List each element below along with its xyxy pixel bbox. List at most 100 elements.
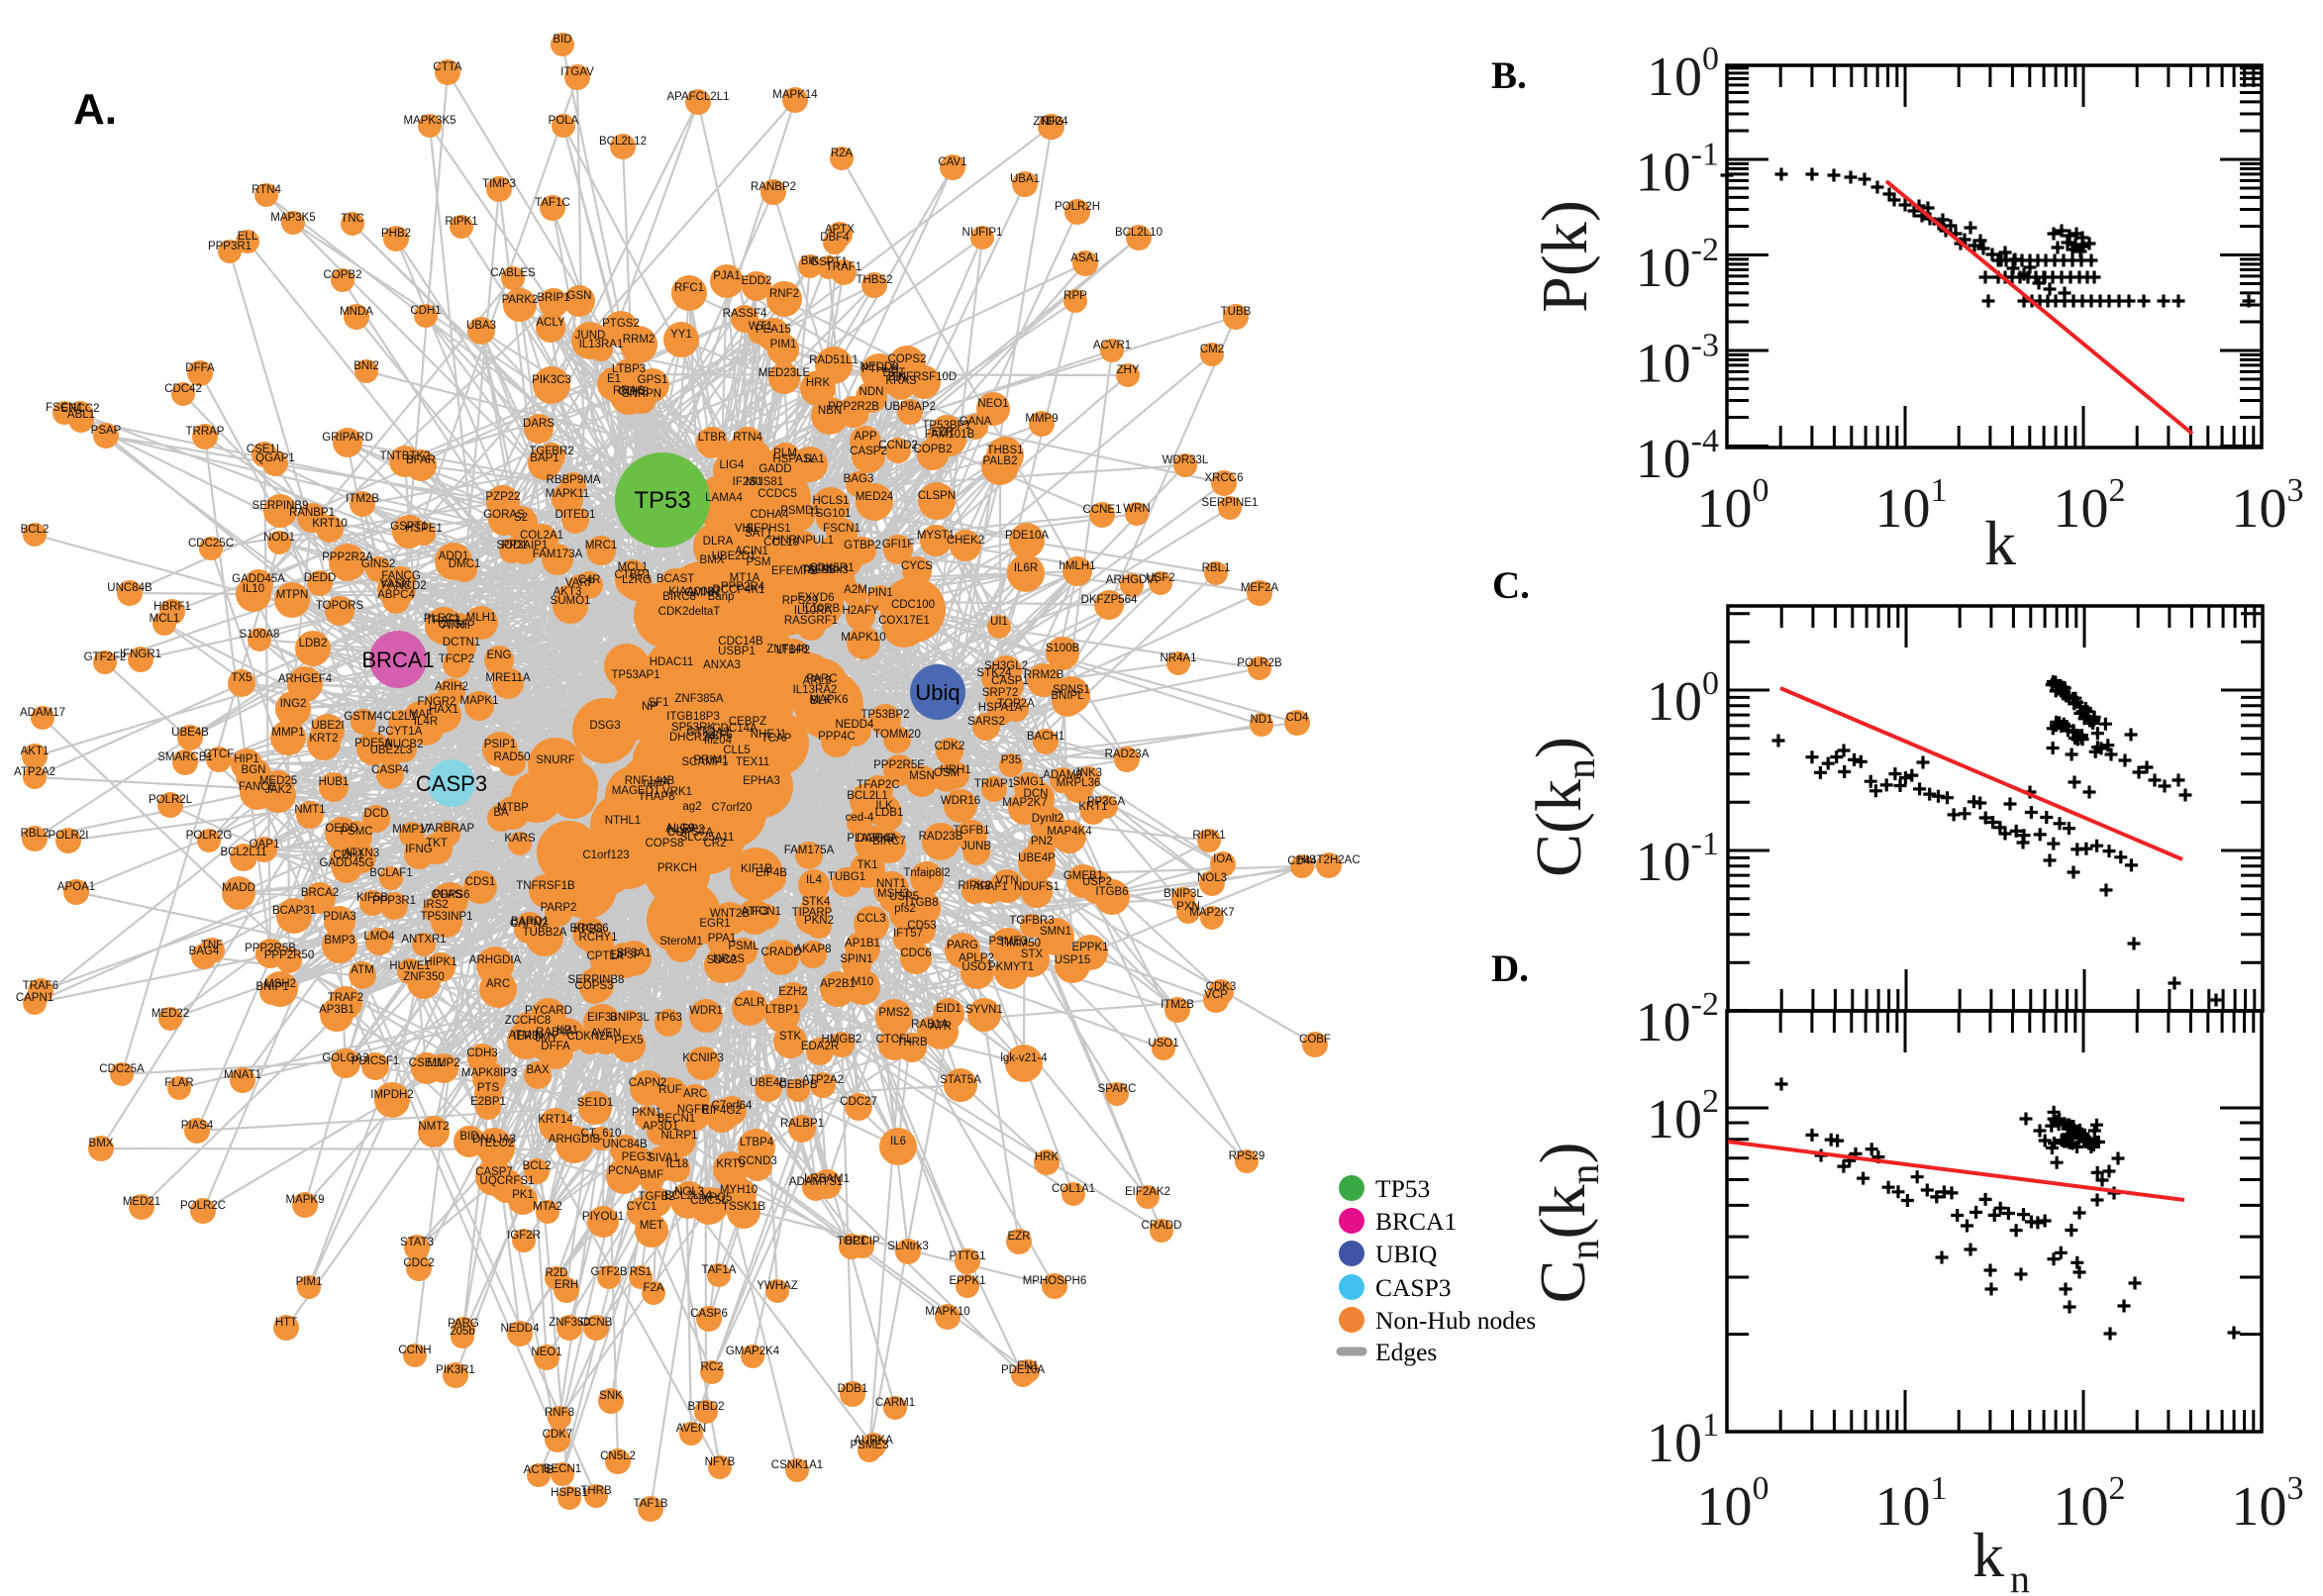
svg-text:JMY: JMY: [536, 1033, 558, 1045]
svg-text:HRH1: HRH1: [940, 764, 970, 776]
svg-text:ATMIN: ATMIN: [509, 1030, 544, 1042]
svg-text:PDE10A: PDE10A: [1001, 1364, 1045, 1376]
svg-text:CCNE1: CCNE1: [1083, 504, 1122, 516]
svg-text:DPT: DPT: [883, 367, 906, 379]
svg-text:BCL2L11: BCL2L11: [220, 847, 266, 858]
svg-text:BCL2L1: BCL2L1: [847, 790, 888, 802]
svg-text:KCNIP3: KCNIP3: [682, 1052, 724, 1064]
svg-text:RANBP1: RANBP1: [289, 507, 335, 519]
svg-text:USP5: USP5: [889, 891, 919, 903]
svg-text:PSME3: PSME3: [851, 1440, 889, 1451]
svg-text:PTS: PTS: [477, 1082, 500, 1094]
svg-text:XPO5: XPO5: [702, 1192, 733, 1204]
svg-text:ZNF385A: ZNF385A: [674, 693, 724, 705]
svg-text:MAPK9: MAPK9: [286, 1194, 325, 1206]
svg-text:BACH1: BACH1: [1027, 731, 1064, 743]
svg-text:PSML: PSML: [728, 941, 759, 952]
svg-text:PARP2: PARP2: [541, 902, 577, 914]
svg-text:IL6: IL6: [890, 1136, 906, 1147]
svg-text:UQCRFS1: UQCRFS1: [480, 1175, 535, 1187]
svg-text:TUBG1: TUBG1: [828, 871, 865, 883]
svg-text:BECN1: BECN1: [657, 1113, 695, 1125]
svg-text:SMN1: SMN1: [1040, 926, 1071, 938]
svg-text:ARC: ARC: [486, 978, 510, 990]
svg-text:MNAT1: MNAT1: [224, 1069, 261, 1081]
svg-text:CRADD: CRADD: [1142, 1220, 1182, 1232]
svg-text:PDE5A: PDE5A: [354, 738, 392, 749]
svg-text:IOA: IOA: [1213, 853, 1233, 865]
svg-text:RPS29: RPS29: [782, 595, 818, 607]
svg-text:COL2A1: COL2A1: [520, 530, 563, 542]
svg-text:CDC6: CDC6: [900, 948, 931, 959]
svg-text:F2A: F2A: [643, 1282, 663, 1294]
svg-text:IF2S1: IF2S1: [733, 476, 763, 488]
svg-text:hMLH1: hMLH1: [1059, 560, 1095, 572]
svg-text:MMP17: MMP17: [392, 824, 432, 836]
svg-text:HAX1: HAX1: [429, 704, 458, 716]
svg-text:BNIPL: BNIPL: [1051, 690, 1084, 702]
svg-text:RBL1: RBL1: [1202, 562, 1231, 574]
svg-text:THRB: THRB: [896, 1037, 928, 1048]
svg-text:ag2: ag2: [682, 801, 701, 813]
svg-text:DSG3: DSG3: [589, 720, 620, 732]
svg-text:SOD1: SOD1: [496, 540, 527, 551]
svg-text:EIF3J: EIF3J: [587, 1012, 617, 1024]
svg-text:ZHY: ZHY: [1117, 364, 1140, 376]
svg-text:PSIP1: PSIP1: [484, 739, 517, 750]
svg-text:IL13RA1: IL13RA1: [579, 339, 624, 350]
svg-text:RASGRF1: RASGRF1: [784, 615, 838, 627]
svg-text:CRADD: CRADD: [761, 947, 802, 958]
svg-text:EPHA3: EPHA3: [743, 775, 780, 787]
svg-text:MADD: MADD: [222, 882, 255, 894]
svg-text:YY1: YY1: [670, 329, 692, 341]
svg-text:PLM: PLM: [773, 448, 797, 459]
svg-text:TAF1B: TAF1B: [634, 1498, 668, 1510]
svg-text:BLK: BLK: [810, 695, 832, 707]
svg-text:TCAP: TCAP: [761, 733, 792, 745]
svg-text:BCL2: BCL2: [523, 1160, 552, 1172]
svg-text:CDC14B: CDC14B: [718, 636, 763, 648]
svg-text:SNRPN: SNRPN: [622, 388, 661, 400]
svg-text:AKT1: AKT1: [21, 746, 50, 757]
svg-text:MAPK8IP3: MAPK8IP3: [461, 1067, 517, 1079]
svg-text:CALR: CALR: [735, 997, 765, 1009]
svg-text:ING2: ING2: [280, 698, 307, 710]
svg-text:NLRP1: NLRP1: [660, 1130, 697, 1142]
svg-text:MCL1: MCL1: [618, 561, 649, 573]
svg-text:BIRC7: BIRC7: [872, 836, 906, 848]
svg-text:DAPK3: DAPK3: [857, 833, 894, 845]
svg-text:RASSF4: RASSF4: [723, 308, 767, 320]
svg-text:ACTB: ACTB: [524, 1464, 555, 1476]
svg-text:ced-4: ced-4: [846, 812, 874, 824]
svg-text:CD53: CD53: [907, 920, 936, 932]
svg-text:LRSAM1: LRSAM1: [804, 1173, 850, 1185]
svg-text:BID: BID: [553, 34, 571, 46]
svg-text:ZCCHC8: ZCCHC8: [505, 1015, 552, 1027]
svg-text:CTGF: CTGF: [438, 619, 468, 631]
svg-text:PEX5: PEX5: [614, 1035, 643, 1047]
svg-text:ACIN1: ACIN1: [735, 546, 768, 557]
svg-text:SLNtrk3: SLNtrk3: [807, 564, 849, 576]
svg-text:ILK: ILK: [875, 800, 893, 812]
svg-text:PLEC1: PLEC1: [424, 613, 459, 625]
svg-text:CT_610: CT_610: [581, 1128, 622, 1140]
svg-text:UBE4B: UBE4B: [171, 727, 209, 739]
svg-text:TNC: TNC: [341, 213, 364, 225]
svg-text:COPS7A: COPS7A: [667, 827, 714, 839]
svg-text:CDC2: CDC2: [403, 1257, 434, 1269]
svg-text:NR4A1: NR4A1: [1160, 652, 1196, 664]
svg-text:CDK5R1: CDK5R1: [809, 562, 854, 574]
svg-text:NEO1: NEO1: [531, 1347, 561, 1358]
svg-text:ARHGDIB: ARHGDIB: [549, 1134, 601, 1146]
svg-text:TRAF1: TRAF1: [426, 615, 461, 627]
svg-text:TRRAP: TRRAP: [186, 426, 225, 438]
svg-text:D.: D.: [1491, 948, 1529, 990]
svg-text:TP53BP2: TP53BP2: [860, 709, 909, 721]
svg-text:USO1: USO1: [1148, 1038, 1178, 1049]
svg-text:ASA1: ASA1: [795, 453, 824, 465]
svg-text:NOD1: NOD1: [263, 532, 295, 544]
svg-text:UBE4P: UBE4P: [1018, 852, 1056, 864]
svg-text:DKFZP564: DKFZP564: [1081, 594, 1138, 606]
svg-text:CL2L1: CL2L1: [383, 711, 417, 723]
svg-text:RIPK1: RIPK1: [1192, 830, 1225, 842]
